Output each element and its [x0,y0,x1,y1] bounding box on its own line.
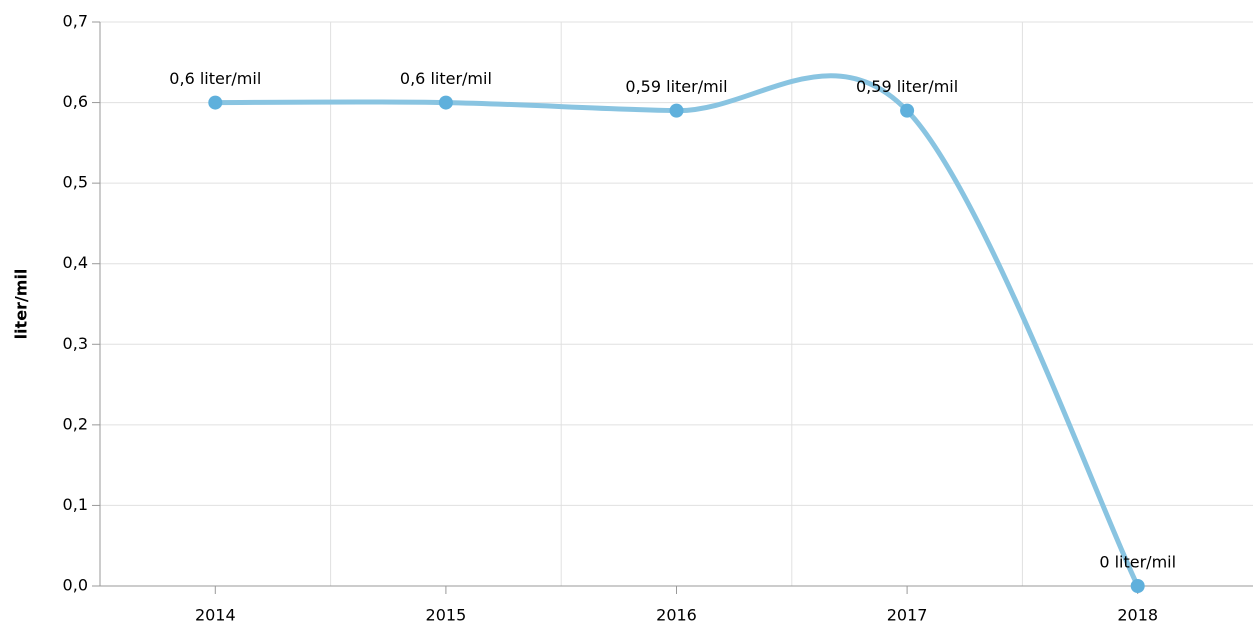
x-tick-label: 2014 [195,606,236,625]
data-label: 0 liter/mil [1099,553,1176,572]
marker [208,95,223,110]
y-axis-label: liter/mil [12,269,31,340]
marker [438,95,453,110]
line [212,73,1141,589]
data-label: 0,59 liter/mil [856,77,958,96]
x-tick-label: 2017 [887,606,928,625]
x-tick-label: 2015 [426,606,467,625]
y-tick-label: 0,2 [63,414,88,433]
data-label: 0,59 liter/mil [625,77,727,96]
x-tick-label: 2018 [1117,606,1158,625]
marker [1130,579,1145,593]
y-tick-label: 0,0 [63,576,88,595]
marker [669,103,684,118]
marker [900,103,915,118]
y-tick-label: 0,3 [63,334,88,353]
data-label: 0,6 liter/mil [169,69,261,88]
y-tick-label: 0,1 [63,495,88,514]
data-label: 0,6 liter/mil [400,69,492,88]
y-tick-label: 0,6 [63,92,88,111]
y-tick-label: 0,7 [63,12,88,31]
x-tick-label: 2016 [656,606,697,625]
y-tick-label: 0,5 [63,173,88,192]
y-tick-label: 0,4 [63,253,88,272]
